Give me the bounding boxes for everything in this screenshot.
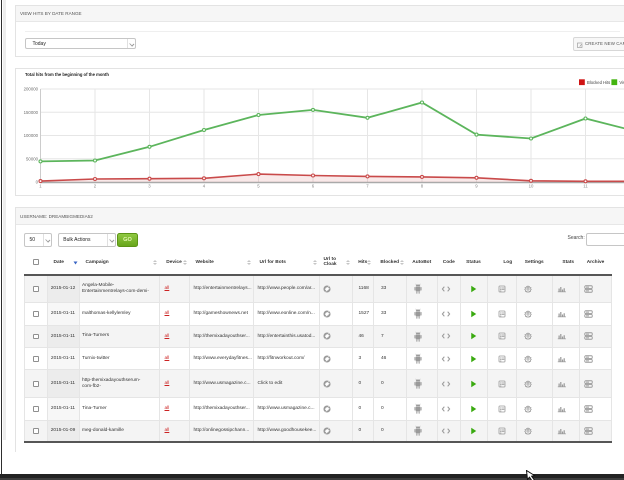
svg-text:2: 2: [93, 183, 96, 188]
svg-text:100000: 100000: [23, 133, 38, 138]
svg-text:0: 0: [35, 179, 38, 184]
svg-text:11: 11: [583, 183, 588, 188]
svg-text:Visitors: Visitors: [619, 80, 624, 85]
svg-text:150000: 150000: [23, 109, 38, 114]
svg-text:10: 10: [528, 183, 533, 188]
svg-text:200000: 200000: [23, 86, 38, 91]
svg-text:1: 1: [39, 183, 42, 188]
svg-text:3: 3: [148, 183, 151, 188]
svg-text:7: 7: [366, 183, 369, 188]
svg-text:8: 8: [420, 183, 423, 188]
svg-text:Blocked Hits: Blocked Hits: [587, 80, 610, 85]
svg-text:5: 5: [257, 183, 260, 188]
svg-text:50000: 50000: [26, 156, 39, 161]
svg-text:4: 4: [202, 183, 205, 188]
svg-text:9: 9: [475, 183, 478, 188]
svg-text:6: 6: [311, 183, 314, 188]
